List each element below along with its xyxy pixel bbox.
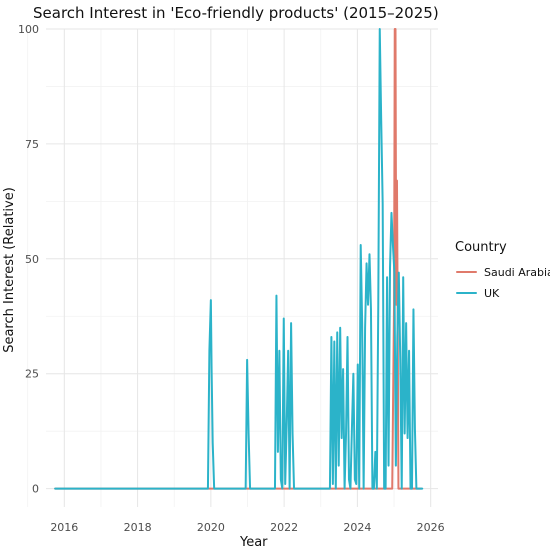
y-tick-label: 100 xyxy=(18,23,39,36)
legend: Country Saudi Arabia UK xyxy=(455,240,550,300)
plot-layer: 2016 2018 2020 2022 2024 2026 0 25 50 75 100 xyxy=(18,23,445,534)
x-axis-label: Year xyxy=(239,535,268,550)
legend-label-saudi-arabia: Saudi Arabia xyxy=(484,266,550,279)
legend-label-uk: UK xyxy=(484,287,500,300)
series-line-uk xyxy=(54,28,424,490)
x-tick-label: 2016 xyxy=(50,521,78,534)
y-tick-label: 50 xyxy=(25,253,39,266)
y-tick-label: 0 xyxy=(32,483,39,496)
y-axis-label: Search Interest (Relative) xyxy=(2,187,17,353)
legend-title: Country xyxy=(455,240,507,255)
y-tick-label: 25 xyxy=(25,368,39,381)
x-tick-label: 2024 xyxy=(343,521,371,534)
x-tick-label: 2022 xyxy=(270,521,298,534)
x-tick-label: 2020 xyxy=(197,521,225,534)
y-tick-label: 75 xyxy=(25,138,39,151)
chart-title: Search Interest in 'Eco-friendly product… xyxy=(33,4,439,22)
x-tick-label: 2018 xyxy=(124,521,152,534)
x-tick-label: 2026 xyxy=(417,521,445,534)
